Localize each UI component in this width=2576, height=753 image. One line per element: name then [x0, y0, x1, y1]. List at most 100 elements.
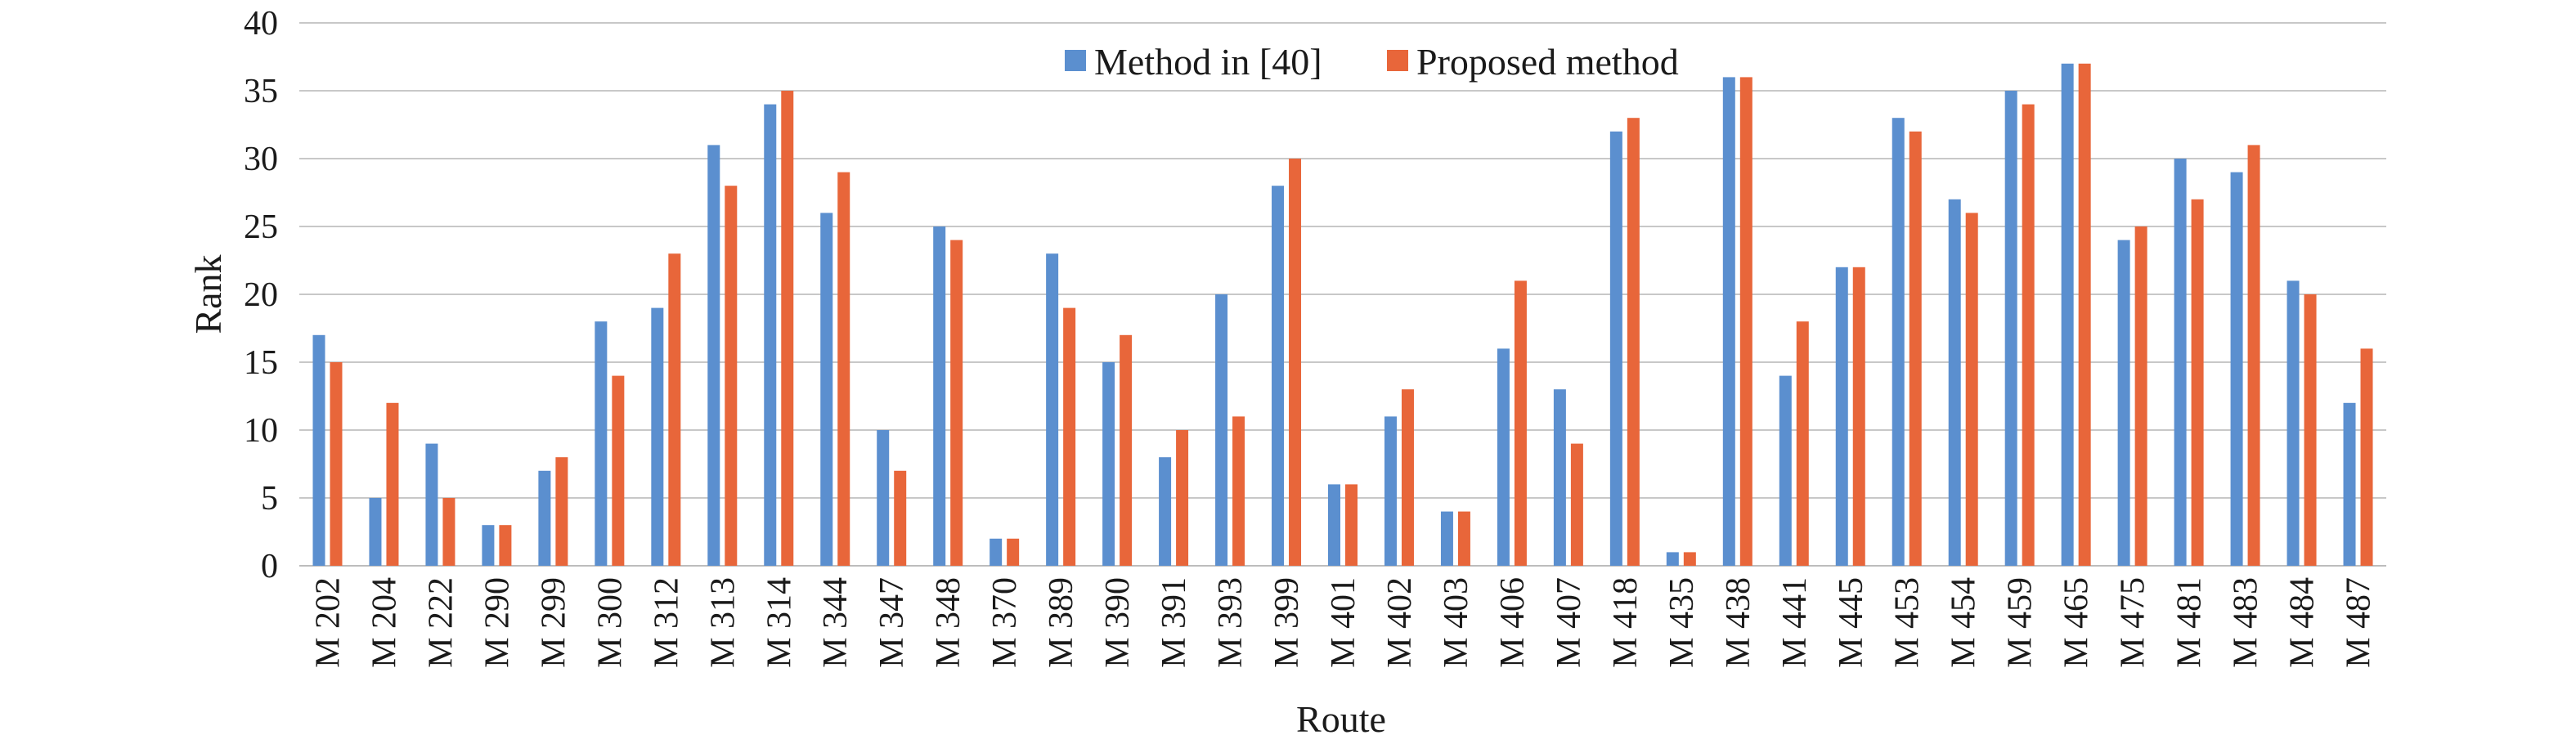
legend-swatch-method-40 — [1065, 50, 1086, 71]
x-tick-label: M 438 — [1720, 577, 1757, 668]
x-tick-label: M 406 — [1494, 577, 1532, 668]
bar-proposed-method — [1120, 334, 1133, 566]
bar-method-40 — [1440, 511, 1453, 566]
x-tick-label: M 484 — [2284, 577, 2322, 668]
x-tick-label: M 483 — [2228, 577, 2265, 668]
bar-method-40 — [877, 430, 890, 566]
bar-proposed-method — [1176, 430, 1189, 566]
bar-proposed-method — [668, 253, 681, 566]
legend: Method in [40] Proposed method — [1065, 41, 1679, 83]
y-tick-label: 30 — [244, 141, 278, 178]
legend-swatch-proposed-method — [1387, 50, 1408, 71]
bar-proposed-method — [386, 402, 399, 566]
bar-method-40 — [1609, 131, 1622, 567]
x-tick-label: M 314 — [761, 577, 798, 668]
x-tick-label: M 389 — [1043, 577, 1080, 668]
x-axis-title: Route — [1296, 698, 1386, 740]
x-tick-label: M 475 — [2115, 577, 2152, 668]
x-tick-label: M 202 — [309, 577, 347, 668]
bar-method-40 — [1046, 253, 1059, 566]
x-tick-label: M 393 — [1212, 577, 1250, 668]
y-tick-labels: 0 5 10 15 20 25 30 35 40 — [244, 5, 278, 585]
x-tick-label: M 481 — [2171, 577, 2209, 668]
x-tick-label: M 312 — [648, 577, 685, 668]
x-tick-label: M 465 — [2058, 577, 2096, 668]
bar-proposed-method — [1683, 552, 1696, 566]
legend-label-method-40: Method in [40] — [1094, 41, 1322, 83]
x-tick-label: M 403 — [1438, 577, 1475, 668]
x-tick-labels: M 202 M 204 M 222 M 290 M 299 M 300 M 312 M 313… — [309, 577, 2377, 668]
bar-method-40 — [1553, 389, 1566, 566]
bar-proposed-method — [781, 91, 794, 566]
y-tick-label: 10 — [244, 412, 278, 450]
bar-proposed-method — [2247, 145, 2260, 566]
bar-proposed-method — [1401, 389, 1414, 566]
y-tick-label: 20 — [244, 276, 278, 314]
bar-proposed-method — [725, 186, 738, 566]
bar-method-40 — [2061, 63, 2074, 567]
bar-proposed-method — [837, 172, 850, 566]
bar-proposed-method — [2134, 226, 2147, 566]
bar-method-40 — [1948, 199, 1961, 567]
x-tick-label: M 344 — [817, 577, 855, 668]
bars — [312, 63, 2373, 567]
bar-proposed-method — [2191, 199, 2204, 567]
bar-method-40 — [1102, 362, 1115, 566]
bar-proposed-method — [1627, 118, 1640, 566]
y-tick-label: 0 — [261, 548, 278, 585]
bar-method-40 — [1384, 416, 1397, 566]
bar-proposed-method — [1909, 131, 1922, 567]
x-tick-label: M 290 — [478, 577, 516, 668]
x-tick-label: M 313 — [704, 577, 742, 668]
x-tick-label: M 390 — [1099, 577, 1137, 668]
bar-method-40 — [2174, 159, 2187, 566]
y-tick-label: 5 — [261, 480, 278, 518]
x-tick-label: M 402 — [1381, 577, 1419, 668]
bar-method-40 — [1328, 484, 1340, 566]
bar-proposed-method — [1063, 307, 1076, 566]
bar-method-40 — [538, 470, 551, 566]
bar-proposed-method — [894, 470, 907, 566]
bar-proposed-method — [1345, 484, 1358, 566]
bar-method-40 — [312, 334, 325, 566]
bar-proposed-method — [1739, 77, 1752, 566]
bar-method-40 — [820, 213, 833, 566]
bar-method-40 — [990, 538, 1003, 566]
x-tick-label: M 401 — [1325, 577, 1362, 668]
bar-method-40 — [2230, 172, 2243, 566]
bar-method-40 — [1892, 118, 1905, 566]
bar-proposed-method — [1852, 267, 1865, 566]
bar-proposed-method — [1457, 511, 1470, 566]
bar-proposed-method — [1796, 321, 1809, 566]
x-tick-label: M 459 — [2002, 577, 2040, 668]
x-tick-label: M 222 — [422, 577, 460, 668]
bar-proposed-method — [950, 240, 963, 566]
bar-method-40 — [764, 104, 777, 567]
bar-method-40 — [933, 226, 946, 566]
bar-proposed-method — [442, 498, 456, 566]
bar-method-40 — [1497, 348, 1510, 566]
bar-method-40 — [595, 321, 608, 566]
bar-proposed-method — [612, 375, 625, 566]
bar-method-40 — [425, 443, 438, 566]
x-tick-label: M 445 — [1833, 577, 1870, 668]
x-tick-label: M 453 — [1889, 577, 1927, 668]
y-tick-label: 15 — [244, 344, 278, 382]
y-tick-label: 35 — [244, 73, 278, 110]
x-tick-label: M 435 — [1663, 577, 1701, 668]
x-tick-label: M 399 — [1268, 577, 1306, 668]
x-tick-label: M 454 — [1945, 577, 1983, 668]
bar-proposed-method — [1965, 213, 1978, 566]
x-tick-label: M 299 — [535, 577, 572, 668]
bar-method-40 — [1215, 294, 1228, 566]
bar-proposed-method — [1570, 443, 1583, 566]
bar-method-40 — [651, 307, 664, 566]
bar-method-40 — [369, 498, 382, 566]
x-tick-label: M 441 — [1776, 577, 1814, 668]
y-axis-title: Rank — [187, 254, 229, 334]
bar-proposed-method — [330, 362, 343, 566]
bar-proposed-method — [555, 457, 568, 566]
bar-proposed-method — [1232, 416, 1245, 566]
x-tick-label: M 300 — [591, 577, 629, 668]
